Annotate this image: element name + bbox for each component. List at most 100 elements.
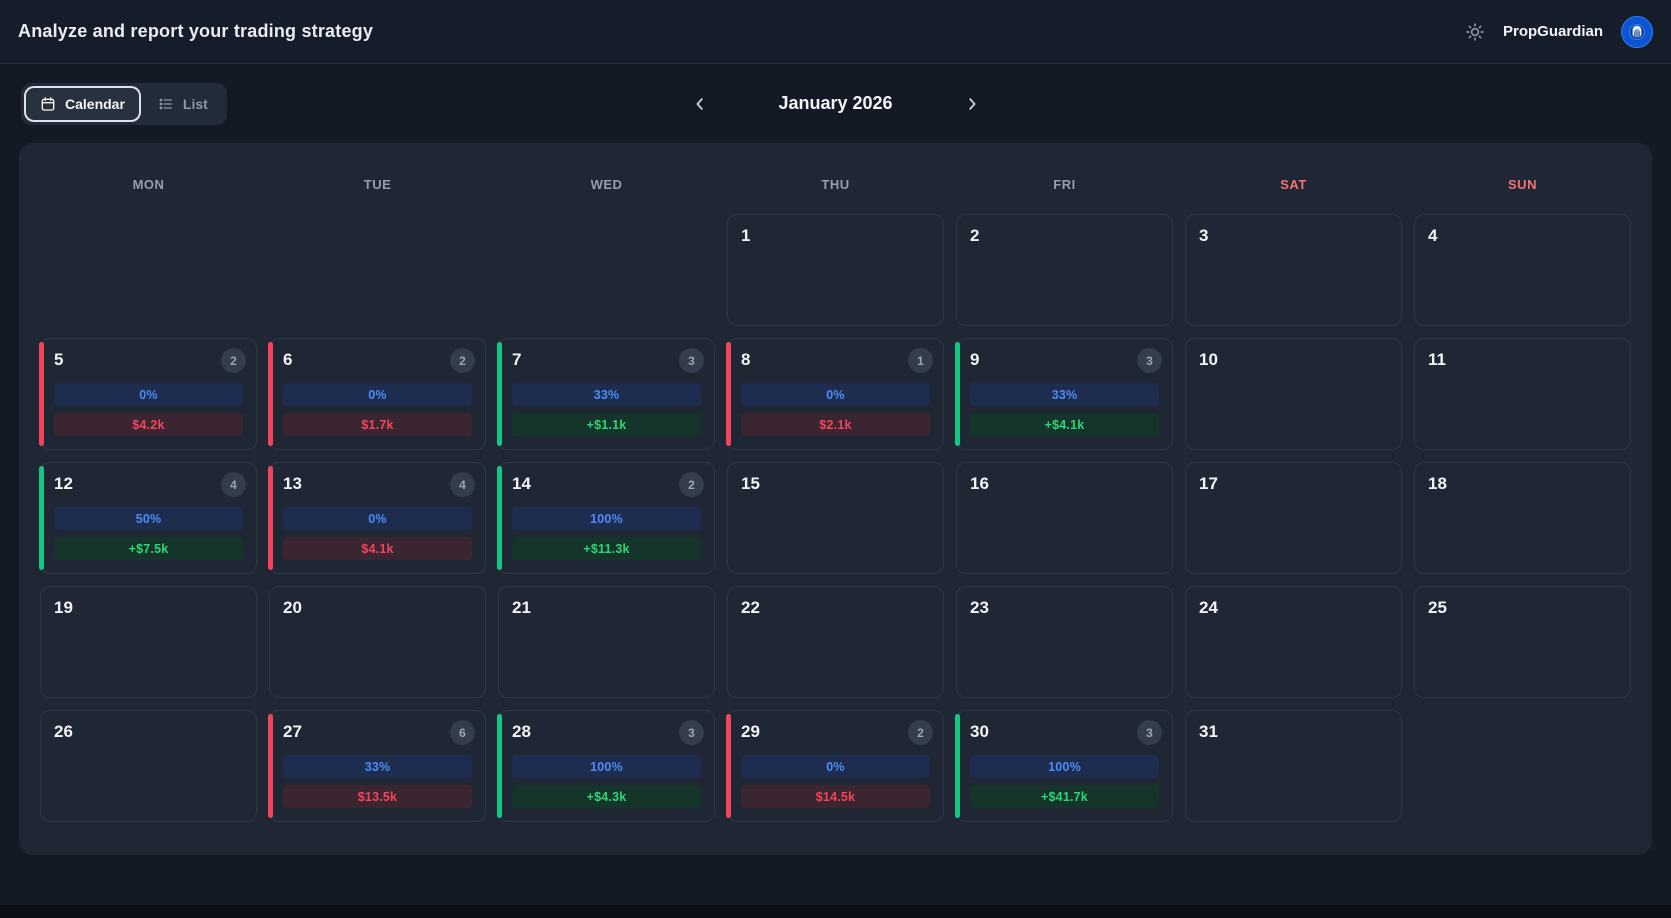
day-cell-5[interactable]: 5 2 0% $4.2k bbox=[39, 338, 257, 450]
win-rate-pill: 0% bbox=[283, 507, 472, 530]
win-accent-bar bbox=[955, 714, 960, 818]
weekday-header-mon: MON bbox=[132, 177, 165, 192]
calendar-view-button[interactable]: Calendar bbox=[26, 87, 139, 120]
cell-top: 14 2 bbox=[512, 472, 704, 500]
win-rate-pill: 0% bbox=[283, 383, 472, 406]
day-number: 6 bbox=[283, 350, 293, 369]
bottom-strip bbox=[0, 905, 1671, 918]
day-number: 27 bbox=[283, 722, 302, 741]
win-rate-pill: 100% bbox=[512, 507, 701, 530]
day-cell-11: 11 bbox=[1414, 338, 1631, 450]
guardian-helmet-icon bbox=[1628, 23, 1646, 40]
cell-top: 12 4 bbox=[54, 472, 246, 500]
avatar[interactable] bbox=[1621, 15, 1653, 48]
win-rate-pill: 100% bbox=[970, 755, 1159, 778]
empty-slot bbox=[269, 214, 486, 326]
day-number: 21 bbox=[512, 598, 531, 617]
theme-toggle-button[interactable] bbox=[1465, 22, 1485, 42]
weekday-header-thu: THU bbox=[821, 177, 850, 192]
pnl-pill: +$11.3k bbox=[512, 537, 701, 560]
pnl-pill: $14.5k bbox=[741, 785, 930, 808]
day-cell-9[interactable]: 9 3 33% +$4.1k bbox=[955, 338, 1173, 450]
cell-top: 31 bbox=[1199, 722, 1388, 748]
pnl-pill: +$4.1k bbox=[970, 413, 1159, 436]
pnl-pill: +$41.7k bbox=[970, 785, 1159, 808]
trade-count-badge: 4 bbox=[450, 472, 475, 497]
day-cell-27[interactable]: 27 6 33% $13.5k bbox=[268, 710, 486, 822]
cell-top: 29 2 bbox=[741, 720, 933, 748]
next-month-button[interactable] bbox=[959, 91, 985, 117]
weekday-header-row: MON TUE WED THU FRI SAT SUN bbox=[40, 177, 1631, 192]
weekday-header-tue: TUE bbox=[363, 177, 392, 192]
cell-top: 28 3 bbox=[512, 720, 704, 748]
day-number: 25 bbox=[1428, 598, 1447, 617]
sun-icon bbox=[1466, 22, 1484, 41]
day-cell-17: 17 bbox=[1185, 462, 1402, 574]
day-number: 24 bbox=[1199, 598, 1218, 617]
day-number: 17 bbox=[1199, 474, 1218, 493]
header-right: PropGuardian bbox=[1465, 15, 1653, 48]
day-cell-31: 31 bbox=[1185, 710, 1402, 822]
day-number: 19 bbox=[54, 598, 73, 617]
prev-month-button[interactable] bbox=[687, 91, 713, 117]
view-toggle: Calendar List bbox=[21, 82, 227, 125]
day-cell-13[interactable]: 13 4 0% $4.1k bbox=[268, 462, 486, 574]
day-cell-19: 19 bbox=[40, 586, 257, 698]
day-cell-7[interactable]: 7 3 33% +$1.1k bbox=[497, 338, 715, 450]
trade-count-badge: 2 bbox=[450, 348, 475, 373]
day-cell-15: 15 bbox=[727, 462, 944, 574]
cell-top: 30 3 bbox=[970, 720, 1162, 748]
day-number: 16 bbox=[970, 474, 989, 493]
cell-top: 3 bbox=[1199, 226, 1388, 252]
day-number: 11 bbox=[1428, 350, 1446, 369]
trade-count-badge: 1 bbox=[908, 348, 933, 373]
day-number: 2 bbox=[970, 226, 980, 245]
empty-slot bbox=[40, 214, 257, 326]
day-cell-30[interactable]: 30 3 100% +$41.7k bbox=[955, 710, 1173, 822]
trade-count-badge: 3 bbox=[679, 720, 704, 745]
win-rate-pill: 100% bbox=[512, 755, 701, 778]
day-cell-21: 21 bbox=[498, 586, 715, 698]
cell-top: 11 bbox=[1428, 350, 1617, 376]
trade-count-badge: 3 bbox=[679, 348, 704, 373]
day-cell-12[interactable]: 12 4 50% +$7.5k bbox=[39, 462, 257, 574]
day-cell-24: 24 bbox=[1185, 586, 1402, 698]
pnl-pill: $13.5k bbox=[283, 785, 472, 808]
day-cell-28[interactable]: 28 3 100% +$4.3k bbox=[497, 710, 715, 822]
cell-top: 13 4 bbox=[283, 472, 475, 500]
pnl-pill: $1.7k bbox=[283, 413, 472, 436]
calendar-panel: MON TUE WED THU FRI SAT SUN 1 2 3 4 5 2 0% $4.2k 6 2 0% $… bbox=[19, 143, 1652, 855]
cell-top: 16 bbox=[970, 474, 1159, 500]
day-cell-29[interactable]: 29 2 0% $14.5k bbox=[726, 710, 944, 822]
day-cell-6[interactable]: 6 2 0% $1.7k bbox=[268, 338, 486, 450]
list-icon bbox=[159, 98, 172, 109]
cell-top: 2 bbox=[970, 226, 1159, 252]
day-cell-25: 25 bbox=[1414, 586, 1631, 698]
day-number: 12 bbox=[54, 474, 73, 493]
cell-top: 27 6 bbox=[283, 720, 475, 748]
day-cell-8[interactable]: 8 1 0% $2.1k bbox=[726, 338, 944, 450]
win-rate-pill: 50% bbox=[54, 507, 243, 530]
loss-accent-bar bbox=[268, 342, 273, 446]
win-rate-pill: 0% bbox=[54, 383, 243, 406]
cell-top: 21 bbox=[512, 598, 701, 624]
win-rate-pill: 33% bbox=[283, 755, 472, 778]
day-cell-22: 22 bbox=[727, 586, 944, 698]
weekday-header-wed: WED bbox=[590, 177, 623, 192]
win-accent-bar bbox=[497, 714, 502, 818]
day-cell-14[interactable]: 14 2 100% +$11.3k bbox=[497, 462, 715, 574]
day-number: 4 bbox=[1428, 226, 1438, 245]
pnl-pill: $4.1k bbox=[283, 537, 472, 560]
trade-count-badge: 3 bbox=[1137, 348, 1162, 373]
cell-top: 22 bbox=[741, 598, 930, 624]
win-accent-bar bbox=[39, 466, 44, 570]
list-view-label: List bbox=[182, 95, 208, 112]
weekday-header-sun: SUN bbox=[1508, 177, 1537, 192]
loss-accent-bar bbox=[268, 714, 273, 818]
weekday-header-fri: FRI bbox=[1053, 177, 1076, 192]
day-cell-26: 26 bbox=[40, 710, 257, 822]
day-number: 8 bbox=[741, 350, 751, 369]
list-view-button[interactable]: List bbox=[144, 88, 222, 120]
